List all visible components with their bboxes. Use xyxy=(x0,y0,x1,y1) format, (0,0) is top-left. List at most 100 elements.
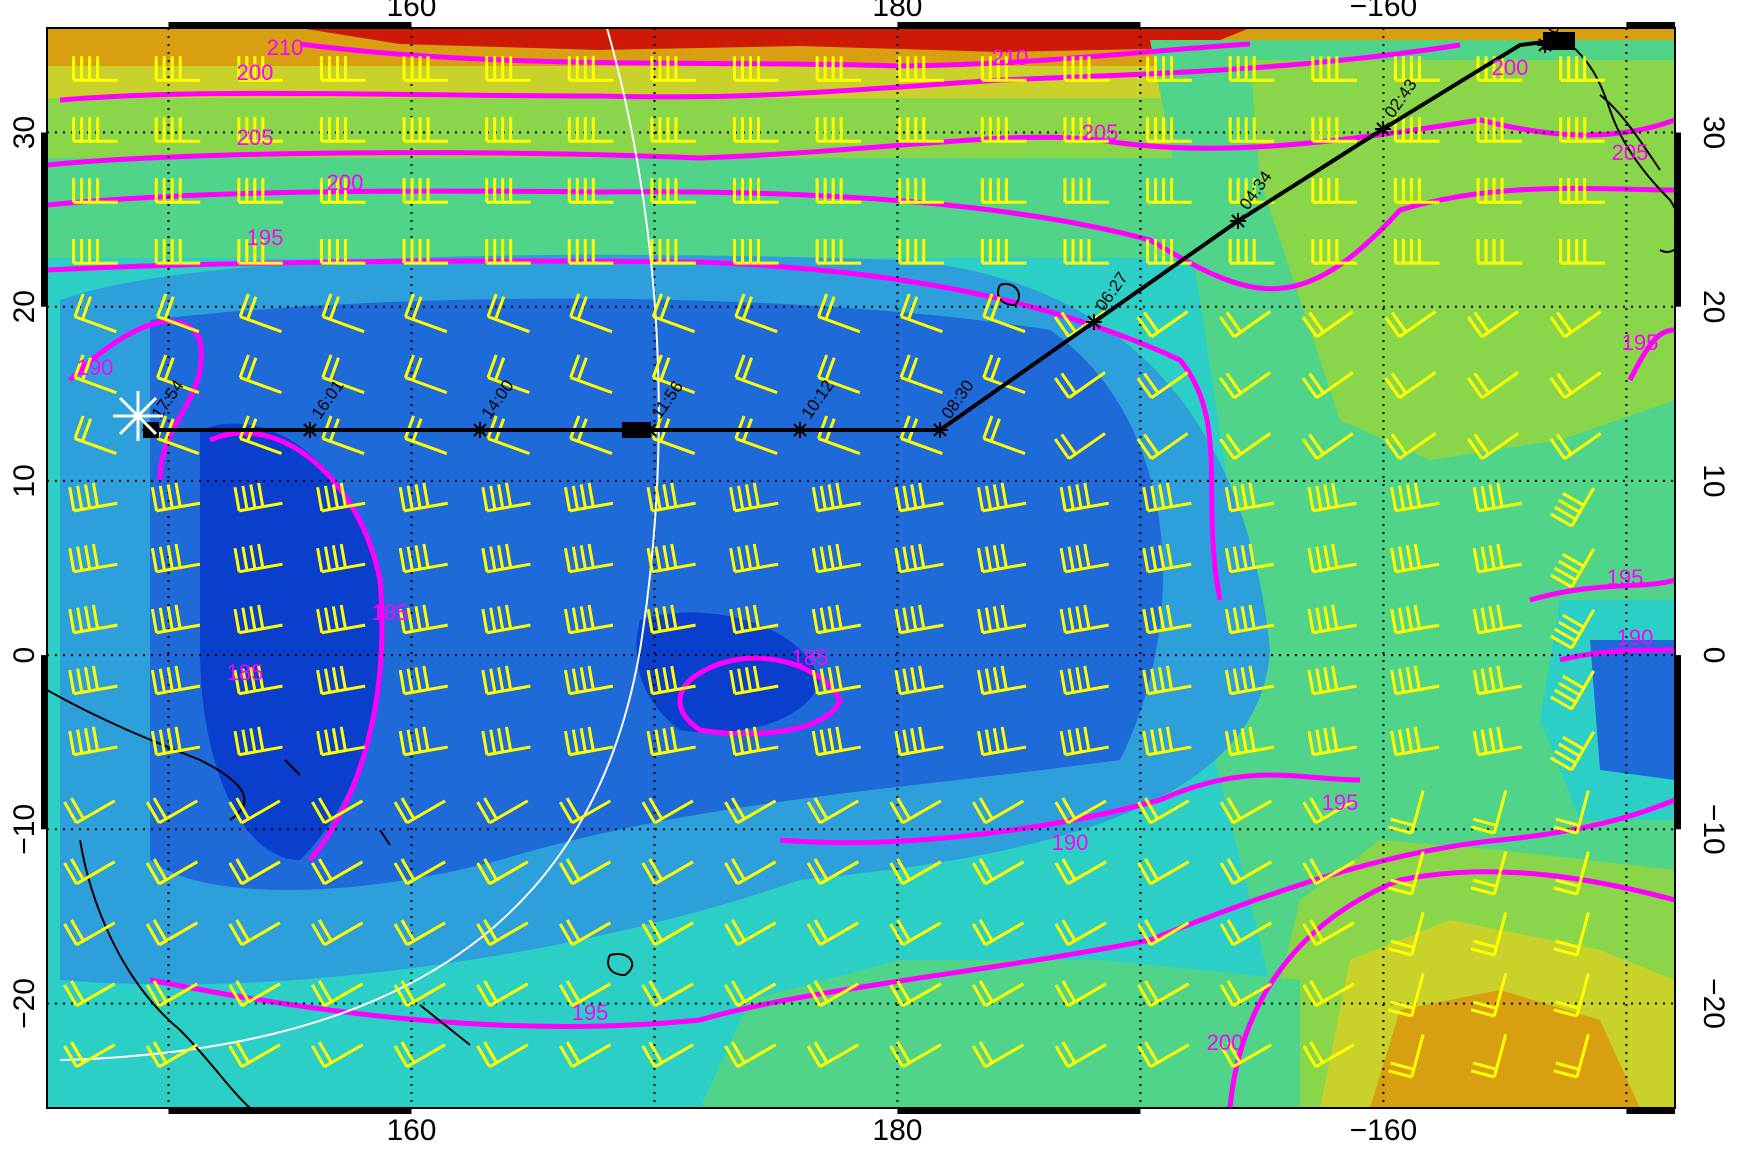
wind-barb-icon xyxy=(1388,851,1425,896)
wind-barb-icon xyxy=(481,665,531,696)
frame-band-top xyxy=(897,22,1141,28)
wind-barb-icon xyxy=(319,117,366,143)
wind-barb-icon xyxy=(729,482,779,513)
wind-barb-icon xyxy=(650,56,696,82)
wind-barb-icon xyxy=(233,665,283,696)
contour-line-190-east xyxy=(1559,647,1675,663)
island-vanuatu xyxy=(379,829,391,846)
wind-barb-icon xyxy=(646,665,696,696)
wind-barb-icon xyxy=(481,604,531,635)
y-tick-label-right: 20 xyxy=(1697,290,1730,323)
wind-barb-icon xyxy=(486,293,530,334)
wind-barb-icon xyxy=(1470,912,1508,957)
wind-barb-icon xyxy=(815,178,862,204)
wind-barb-icon xyxy=(237,117,283,143)
wind-barb-icon xyxy=(1307,543,1357,574)
contour-label: 205 xyxy=(1082,120,1119,145)
wind-barb-icon xyxy=(646,604,696,635)
wind-barb-icon xyxy=(1301,310,1354,338)
contour-label: 185 xyxy=(792,645,829,670)
wind-barb-icon xyxy=(1307,665,1357,696)
wind-barb-icon xyxy=(724,858,777,886)
wind-barb-icon xyxy=(1390,604,1440,635)
wind-barb-icon xyxy=(1384,371,1437,399)
wind-barb-icon xyxy=(729,665,779,696)
wind-barb-icon xyxy=(228,980,281,1008)
coastline-papua xyxy=(47,689,246,821)
wind-barb-icon xyxy=(476,980,529,1008)
wind-barb-icon xyxy=(894,482,944,513)
wind-barb-icon xyxy=(1549,310,1602,338)
wind-barb-icon xyxy=(980,56,1027,82)
wind-barb-icon xyxy=(1219,919,1273,947)
wind-barb-icon xyxy=(145,1041,199,1069)
wind-barb-icon xyxy=(1472,543,1522,574)
contour-line-190-west xyxy=(68,319,204,481)
contour-label: 195 xyxy=(1622,330,1659,355)
wind-barb-icon xyxy=(558,980,612,1008)
x-tick-label-top: −160 xyxy=(1350,0,1418,23)
wind-barb-icon xyxy=(72,56,118,82)
wind-barb-icon xyxy=(1388,912,1425,957)
wind-barb-icon xyxy=(63,1041,116,1069)
contour-label: 195 xyxy=(247,225,284,250)
range-ring xyxy=(59,28,660,1061)
wind-barb-icon xyxy=(319,239,366,265)
wind-barb-icon xyxy=(1219,980,1273,1008)
waypoint-asterisk-icon xyxy=(1230,213,1246,229)
wind-barb-icon xyxy=(1393,117,1440,143)
wind-barb-icon xyxy=(982,293,1026,334)
wind-barb-icon xyxy=(156,293,200,334)
wind-barb-icon xyxy=(558,1041,612,1069)
wind-barb-icon xyxy=(724,1041,777,1069)
wind-barb-icon xyxy=(150,665,201,696)
wind-barb-icon xyxy=(1553,851,1590,896)
wind-barb-icon xyxy=(646,482,696,513)
wind-barb-icon xyxy=(811,726,862,757)
wind-barb-icon xyxy=(402,178,449,204)
wind-barb-icon xyxy=(1470,790,1508,835)
wind-barb-icon xyxy=(889,797,942,825)
wind-barb-icon xyxy=(1467,432,1519,460)
wind-barb-icon xyxy=(806,1041,859,1069)
frame-band-left xyxy=(41,655,47,830)
frame-band-bottom xyxy=(897,1108,1141,1114)
contour-label: 210 xyxy=(992,45,1029,70)
wind-barb-icon xyxy=(393,919,446,947)
wind-barb-icon xyxy=(567,239,614,265)
wind-barb-icon xyxy=(1301,432,1354,460)
field-south-green xyxy=(700,960,1300,1108)
wind-barb-icon xyxy=(569,293,613,334)
contour-line-210 xyxy=(299,41,1251,69)
wind-barb-icon xyxy=(1059,482,1109,513)
wind-barb-icon xyxy=(1393,239,1440,265)
wind-barb-icon xyxy=(1059,543,1109,574)
wind-barb-icon xyxy=(63,980,116,1008)
wind-barb-icon xyxy=(476,797,529,825)
wind-barb-icon xyxy=(150,482,201,513)
wind-barb-icon xyxy=(1553,1034,1590,1079)
wind-barb-icon xyxy=(72,178,118,204)
field-southeast-orange xyxy=(1370,990,1640,1108)
wind-barb-icon xyxy=(68,665,118,696)
wind-barb-icon xyxy=(1302,858,1355,886)
wind-barb-icon xyxy=(1053,432,1106,460)
wind-barb-icon xyxy=(156,354,200,395)
wind-barb-icon xyxy=(894,665,944,696)
wind-barb-icon xyxy=(1472,482,1522,513)
wind-barb-icon xyxy=(63,858,116,886)
wind-barb-icon xyxy=(641,858,694,886)
wind-barb-icon xyxy=(1470,1034,1508,1079)
wind-barb-icon xyxy=(150,543,201,574)
frame-bands xyxy=(41,22,1681,1114)
wind-barb-icon xyxy=(1059,604,1109,635)
x-tick-label-top: 160 xyxy=(386,0,436,23)
wind-barb-icon xyxy=(150,604,201,635)
wind-barb-icon xyxy=(316,482,366,513)
wind-barb-icon xyxy=(476,1041,529,1069)
wind-barb-icon xyxy=(485,117,531,143)
wind-barb-icon xyxy=(150,726,201,757)
wind-barb-icon xyxy=(733,56,779,82)
wind-barb-icon xyxy=(811,482,862,513)
wind-barb-icon xyxy=(154,117,201,143)
